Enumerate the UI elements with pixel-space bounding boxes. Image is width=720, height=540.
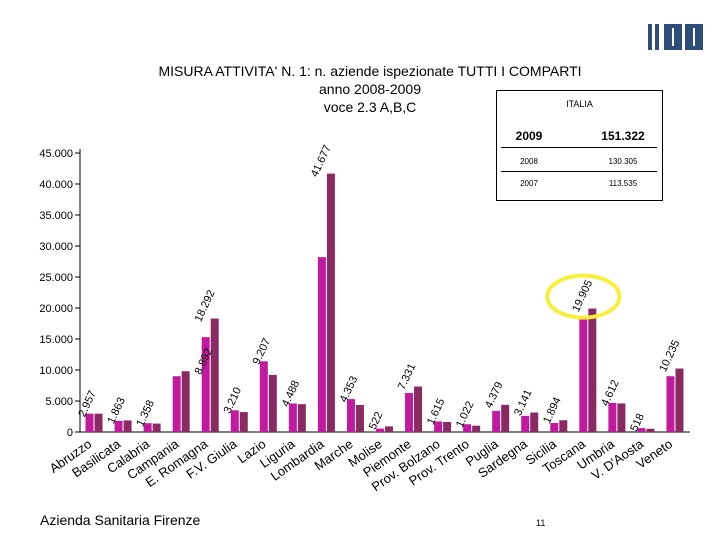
bar-2008 bbox=[579, 319, 588, 432]
italia-row-2008: 2008 130.305 bbox=[497, 157, 662, 177]
bar-2008 bbox=[288, 403, 297, 432]
logo-bar bbox=[655, 24, 659, 50]
logo-bar bbox=[648, 24, 652, 50]
y-tick-label: 30.000 bbox=[39, 241, 73, 253]
bar-2009 bbox=[530, 412, 539, 432]
bar-2009 bbox=[414, 386, 423, 432]
bar-2008 bbox=[434, 421, 443, 432]
bar-2008 bbox=[114, 420, 123, 432]
bar-2009 bbox=[181, 371, 190, 432]
bar-2008 bbox=[608, 402, 617, 432]
data-label: 18.292 bbox=[193, 288, 218, 324]
italia-year: 2009 bbox=[515, 129, 543, 143]
bar-2009 bbox=[355, 405, 364, 432]
y-tick-label: 35.000 bbox=[39, 210, 73, 222]
y-tick-label: 5.000 bbox=[45, 396, 73, 408]
data-label: 10.235 bbox=[657, 338, 682, 374]
italia-row-2007: 2007 113.535 bbox=[497, 179, 662, 199]
bar-2008 bbox=[259, 361, 268, 432]
italia-summary-table: ITALIA 2009 151.322 2008 130.305 2007 11… bbox=[496, 90, 663, 201]
bar-2008 bbox=[550, 423, 559, 432]
bar-2008 bbox=[521, 415, 530, 432]
bar-2008 bbox=[376, 428, 384, 432]
y-tick-label: 45.000 bbox=[39, 148, 73, 160]
bar-2009 bbox=[617, 403, 626, 432]
italia-row-2009: 2009 151.322 bbox=[497, 129, 662, 149]
bar-2008 bbox=[666, 376, 675, 432]
data-label: 41.677 bbox=[309, 143, 334, 179]
italia-year: 2008 bbox=[520, 157, 538, 166]
data-label: 19.905 bbox=[570, 278, 595, 314]
y-tick-label: 20.000 bbox=[39, 303, 73, 315]
y-tick-label: 0 bbox=[67, 427, 73, 439]
bar-2009 bbox=[675, 368, 684, 432]
italia-value: 113.535 bbox=[608, 179, 638, 188]
bar-2008 bbox=[230, 410, 239, 432]
italia-divider bbox=[501, 171, 657, 172]
bar-2009 bbox=[152, 423, 161, 432]
bar-2008 bbox=[405, 392, 414, 432]
organization-logo bbox=[648, 24, 704, 50]
logo-block bbox=[664, 24, 682, 50]
organization-name: Azienda Sanitaria Firenze bbox=[40, 512, 201, 528]
italia-value: 130.305 bbox=[608, 157, 638, 166]
bar-2009 bbox=[210, 318, 219, 432]
italia-value: 151.322 bbox=[601, 129, 645, 143]
bar-2008 bbox=[201, 337, 210, 432]
logo-block bbox=[685, 24, 703, 50]
data-label: 4.353 bbox=[338, 374, 361, 404]
bar-2009 bbox=[559, 420, 568, 432]
y-tick-label: 10.000 bbox=[39, 365, 73, 377]
bar-2008 bbox=[143, 423, 152, 432]
bar-2009 bbox=[472, 425, 481, 432]
bar-2009 bbox=[385, 426, 393, 432]
bar-2009 bbox=[646, 428, 655, 432]
highlight-ellipse bbox=[545, 273, 622, 320]
title-line-1: MISURA ATTIVITA' N. 1: n. aziende ispezi… bbox=[158, 63, 582, 79]
bar-2009 bbox=[501, 404, 510, 432]
bar-2008 bbox=[463, 424, 472, 432]
italia-year: 2007 bbox=[520, 179, 538, 188]
bar-2009 bbox=[268, 374, 277, 432]
chart-title: MISURA ATTIVITA' N. 1: n. aziende ispezi… bbox=[100, 62, 640, 116]
data-label: 1.022 bbox=[454, 399, 477, 429]
bar-2009 bbox=[443, 421, 452, 432]
y-tick-label: 40.000 bbox=[39, 179, 73, 191]
bar-2009 bbox=[239, 412, 248, 432]
bar-2009 bbox=[588, 308, 597, 432]
page-number: 11 bbox=[536, 518, 546, 528]
bar-2008 bbox=[346, 399, 355, 432]
data-label: 3.210 bbox=[222, 386, 245, 416]
bar-2008 bbox=[85, 413, 94, 432]
bar-2009 bbox=[297, 404, 306, 432]
title-line-3: voce 2.3 A,B,C bbox=[323, 99, 417, 115]
italia-divider bbox=[501, 147, 657, 148]
data-label: 522 bbox=[367, 410, 386, 432]
bar-2008 bbox=[172, 376, 181, 432]
italia-table-title: ITALIA bbox=[566, 99, 593, 109]
y-tick-label: 25.000 bbox=[39, 272, 73, 284]
title-line-2: anno 2008-2009 bbox=[319, 81, 421, 97]
bar-2008 bbox=[317, 257, 326, 432]
y-tick-label: 15.000 bbox=[39, 334, 73, 346]
bar-2009 bbox=[123, 420, 132, 432]
bar-2009 bbox=[326, 173, 335, 432]
bar-2008 bbox=[492, 410, 501, 432]
bar-2008 bbox=[637, 428, 646, 432]
data-label: 9.207 bbox=[251, 337, 274, 367]
bar-2009 bbox=[94, 413, 103, 432]
